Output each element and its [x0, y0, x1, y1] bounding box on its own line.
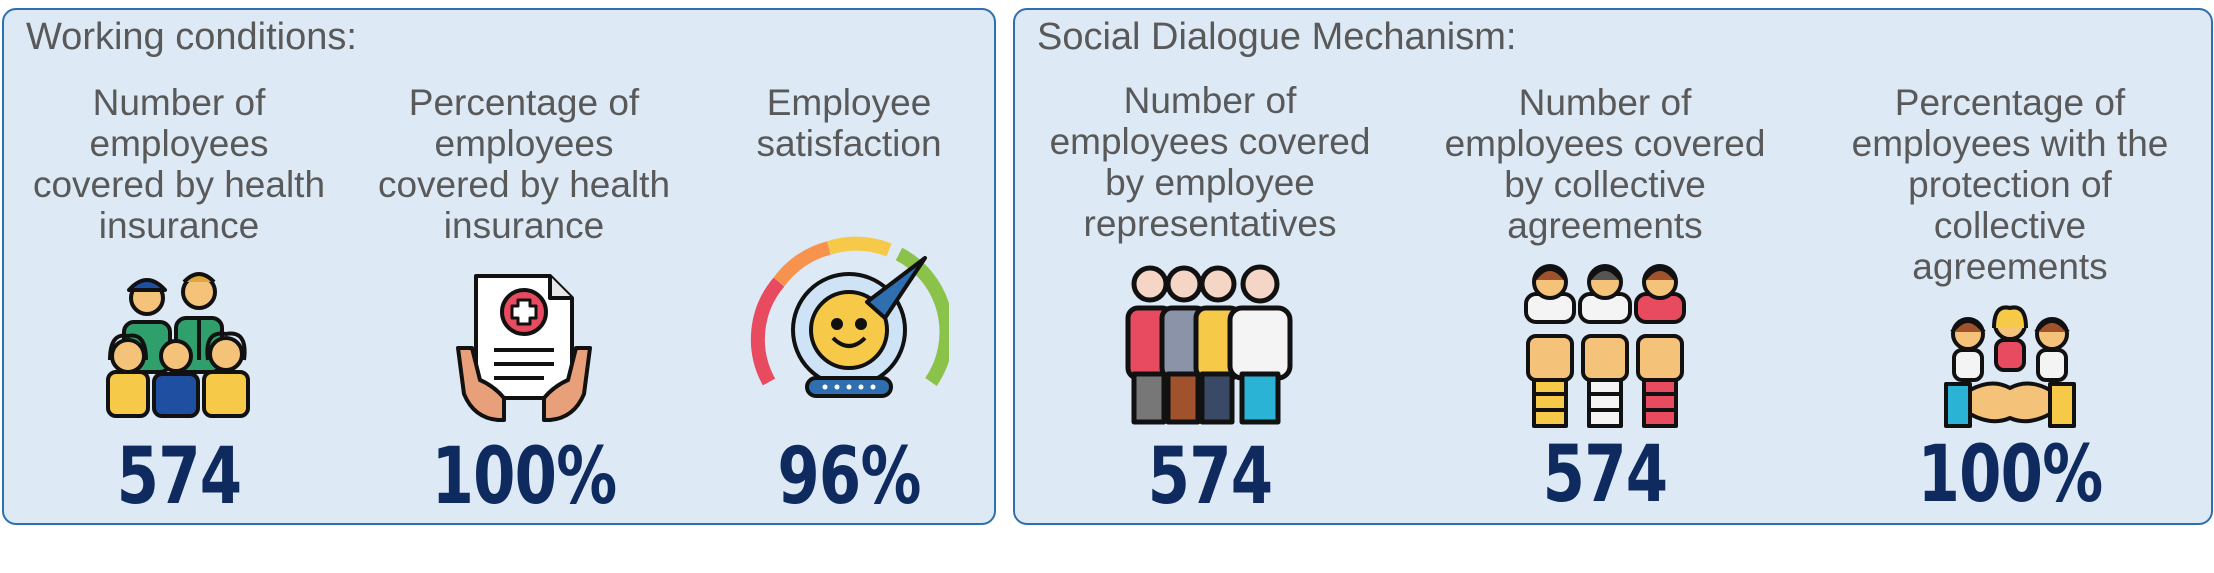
- employees-group-icon: [106, 272, 250, 418]
- social-dialogue-title: Social Dialogue Mechanism:: [1037, 16, 1517, 58]
- metric-collective-agreements-count: Number of employees covered by collectiv…: [1430, 82, 1780, 522]
- metric-value: 96%: [777, 432, 921, 522]
- metric-label: Number of employees covered by health in…: [32, 82, 326, 246]
- raised-fists-icon: [1524, 264, 1686, 428]
- metric-health-insurance-percentage: Percentage of employees covered by healt…: [369, 82, 679, 522]
- metric-value: 574: [1542, 430, 1668, 520]
- metric-health-insurance-count: Number of employees covered by health in…: [24, 82, 334, 522]
- metric-employee-representatives: Number of employees covered by employee …: [1035, 80, 1385, 522]
- metric-employee-satisfaction: Employee satisfaction 96%: [704, 82, 994, 522]
- representatives-group-icon: [1125, 264, 1293, 425]
- metric-value: 100%: [431, 432, 618, 522]
- metric-label: Percentage of employees covered by healt…: [377, 82, 671, 246]
- metric-value: 574: [1147, 432, 1273, 522]
- working-conditions-title: Working conditions:: [26, 16, 357, 58]
- metric-label: Number of employees covered by employee …: [1049, 80, 1371, 244]
- satisfaction-gauge-icon: [750, 236, 949, 398]
- insurance-document-hands-icon: [456, 274, 592, 422]
- metric-label: Number of employees covered by collectiv…: [1444, 82, 1766, 246]
- handshake-family-icon: [1944, 305, 2076, 428]
- metric-label: Percentage of employees with the protect…: [1851, 82, 2169, 287]
- metric-value: 574: [116, 432, 242, 522]
- working-conditions-panel: Working conditions: Number of employees …: [2, 8, 996, 525]
- metric-collective-agreements-percentage: Percentage of employees with the protect…: [1835, 82, 2185, 522]
- social-dialogue-panel: Social Dialogue Mechanism: Number of emp…: [1013, 8, 2213, 525]
- metric-value: 100%: [1917, 430, 2104, 520]
- metric-label: Employee satisfaction: [756, 82, 942, 164]
